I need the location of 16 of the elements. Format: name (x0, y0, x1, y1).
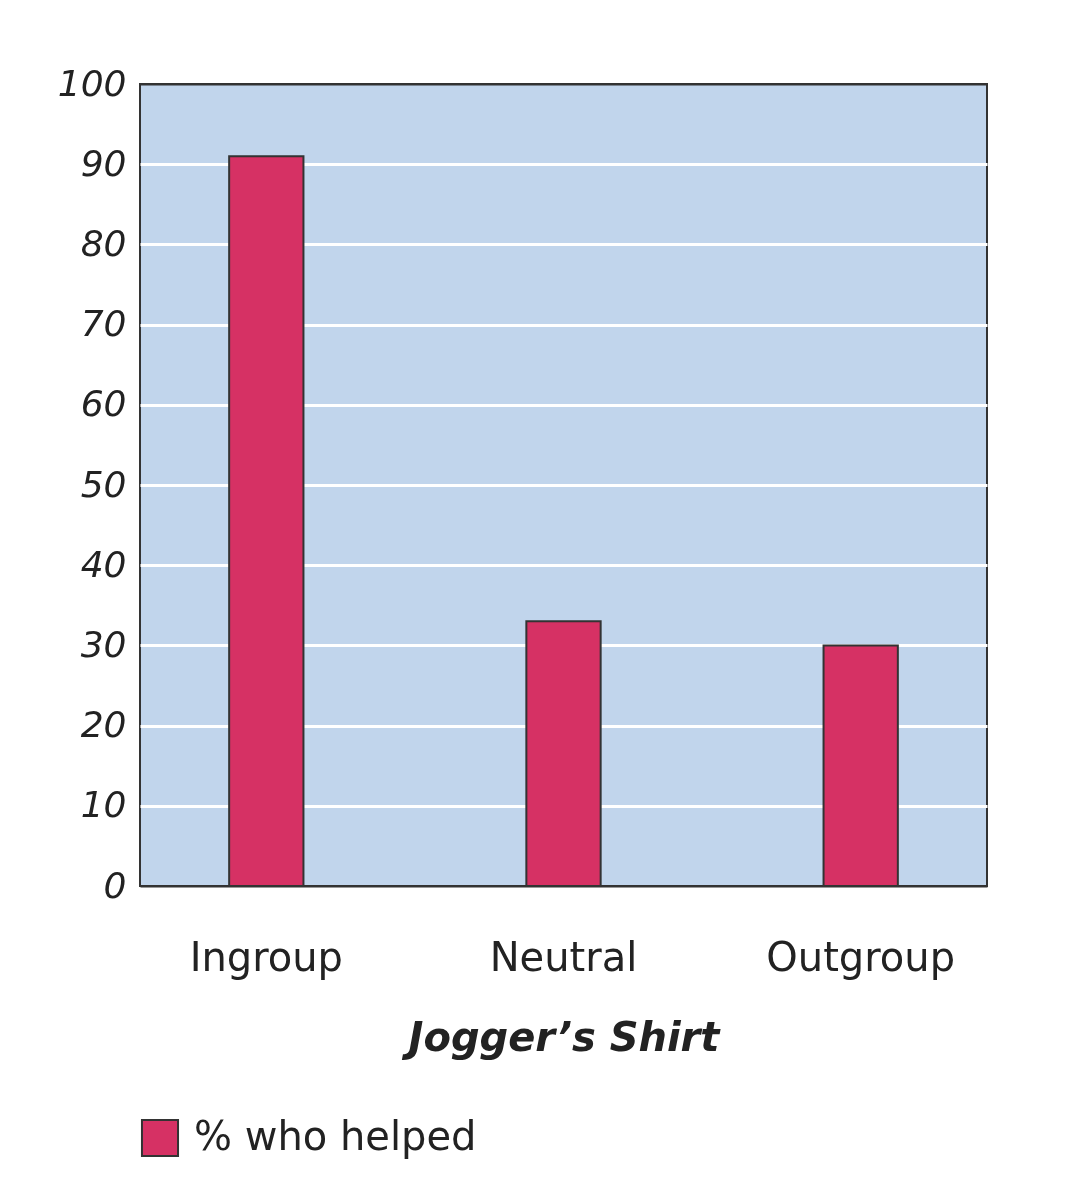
y-tick-label: 80 (80, 222, 127, 264)
y-tick-label: 70 (80, 303, 127, 345)
y-tick-label: 90 (80, 142, 127, 184)
y-tick-label: 50 (80, 463, 127, 505)
y-tick-label: 0 (103, 864, 127, 906)
x-tick-label: Outgroup (766, 933, 956, 980)
y-tick-label: 10 (80, 784, 127, 826)
y-tick-label: 40 (80, 543, 127, 585)
y-tick-label: 100 (57, 62, 127, 104)
y-tick-label: 20 (80, 704, 127, 746)
legend-label: % who helped (194, 1113, 477, 1159)
x-tick-label: Ingroup (189, 933, 343, 980)
x-axis-title: Jogger’s Shirt (401, 1013, 722, 1060)
y-tick-label: 60 (80, 383, 127, 425)
x-tick-label: Neutral (489, 933, 638, 980)
y-tick-label: 30 (80, 623, 127, 665)
